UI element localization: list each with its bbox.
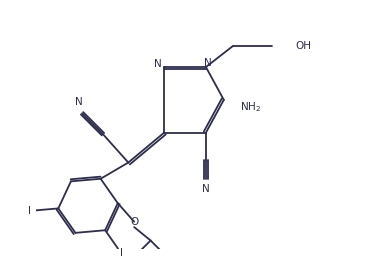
Text: N: N [202,184,210,194]
Text: OH: OH [296,41,311,51]
Text: N: N [75,97,83,107]
Text: NH$_2$: NH$_2$ [240,100,261,114]
Text: N: N [154,59,162,69]
Text: O: O [130,217,138,227]
Text: N: N [203,57,211,68]
Text: I: I [120,248,123,258]
Text: I: I [28,206,31,216]
